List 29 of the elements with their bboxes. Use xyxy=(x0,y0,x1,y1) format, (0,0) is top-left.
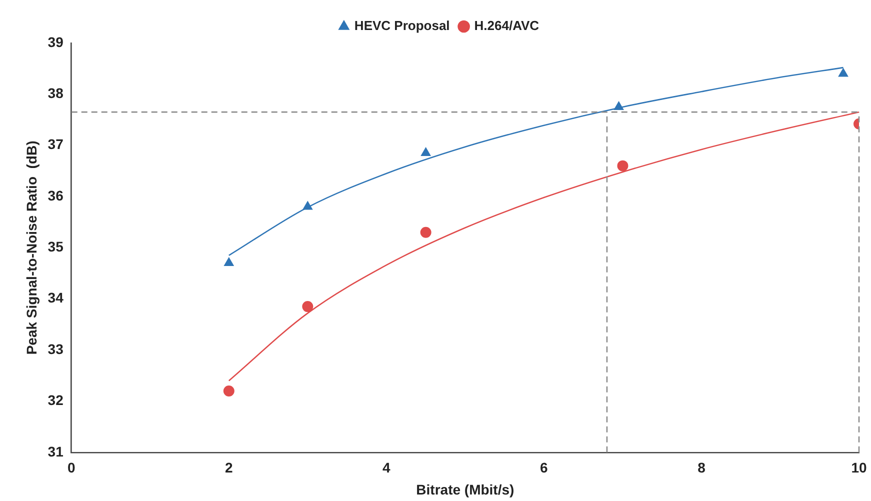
x-tick-label: 2 xyxy=(225,460,233,476)
line-series xyxy=(228,111,859,382)
point xyxy=(838,68,848,77)
y-tick-label: 39 xyxy=(48,34,64,50)
point xyxy=(420,148,431,156)
x-tick-label: 6 xyxy=(540,460,548,476)
x-axis-title: Bitrate (Mbit/s) xyxy=(416,481,514,498)
point xyxy=(224,258,234,266)
point xyxy=(302,301,314,312)
y-tick-label: 35 xyxy=(48,238,64,255)
x-tick-label: 0 xyxy=(67,460,76,476)
y-tick-label: 37 xyxy=(48,136,64,152)
y-tick-label: 33 xyxy=(48,340,64,357)
x-tick-label: 4 xyxy=(382,460,391,476)
y-axis-title: Peak Signal-to-Noise Ratio (dB) xyxy=(23,140,40,355)
y-tick-label: 38 xyxy=(48,85,64,102)
y-tick-label: 31 xyxy=(48,443,64,460)
point xyxy=(614,101,624,110)
point xyxy=(420,226,432,238)
point xyxy=(302,201,312,210)
point xyxy=(223,385,234,396)
y-tick-label: 32 xyxy=(48,392,64,408)
legend-label: H.264/AVC xyxy=(474,18,540,34)
x-tick-label: 10 xyxy=(851,460,867,476)
y-tick-label: 36 xyxy=(48,187,64,204)
y-tick-label: 34 xyxy=(48,290,64,306)
legend-label: HEVC Proposal xyxy=(354,18,450,34)
point xyxy=(617,160,628,172)
x-tick-label: 8 xyxy=(698,460,706,476)
